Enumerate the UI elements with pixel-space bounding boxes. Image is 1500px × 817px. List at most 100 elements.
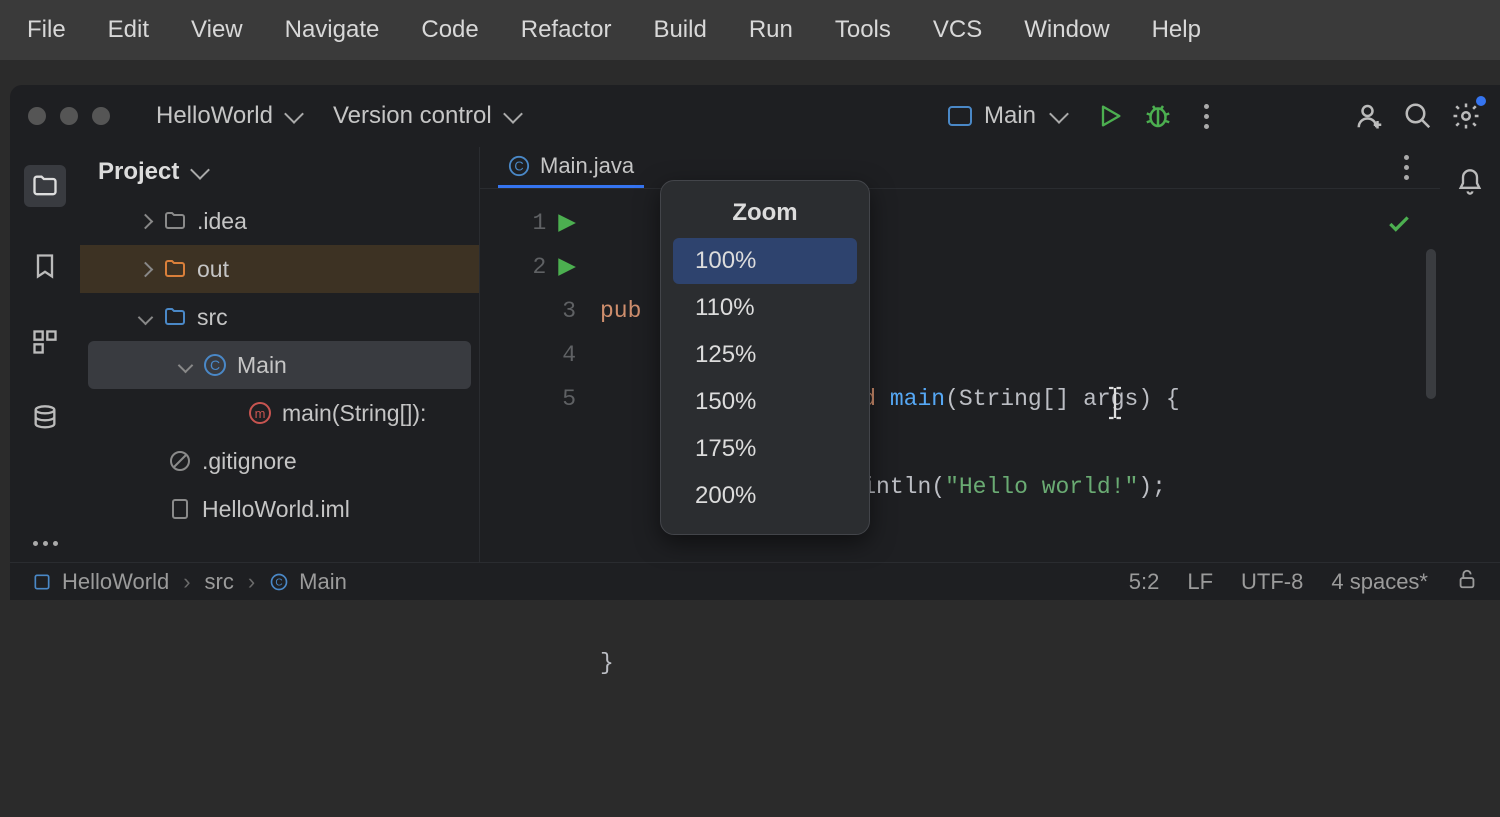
text-cursor-icon (940, 341, 1124, 481)
structure-tool-icon[interactable] (28, 325, 62, 359)
vcs-label: Version control (333, 102, 492, 130)
window-controls[interactable] (28, 107, 110, 125)
caret-position[interactable]: 5:2 (1129, 569, 1160, 595)
tree-row-gitignore[interactable]: .gitignore (80, 437, 479, 485)
zoom-popup: Zoom 100% 110% 125% 150% 175% 200% (660, 180, 870, 535)
lock-icon[interactable] (1456, 568, 1478, 596)
chevron-down-icon (503, 104, 523, 124)
tree-row-idea[interactable]: .idea (80, 197, 479, 245)
scrollbar-thumb[interactable] (1426, 249, 1436, 399)
line-number: 2 (532, 245, 546, 289)
analysis-ok-icon[interactable] (1386, 211, 1412, 244)
class-icon: C (269, 572, 289, 592)
editor-body[interactable]: 1▶ 2▶ 3 4 5 pub n { c void main(String[]… (480, 189, 1440, 817)
editor-tabstrip: C Main.java (480, 147, 1440, 189)
tree-row-src[interactable]: src (80, 293, 479, 341)
zoom-option-100[interactable]: 100% (673, 238, 857, 284)
menu-refactor[interactable]: Refactor (500, 8, 633, 52)
run-gutter-icon[interactable]: ▶ (558, 245, 576, 289)
run-gutter-icon[interactable]: ▶ (558, 201, 576, 245)
menubar: File Edit View Navigate Code Refactor Bu… (0, 0, 1500, 60)
project-panel-header[interactable]: Project (80, 147, 479, 197)
tree-row-mainmethod[interactable]: m main(String[]): (80, 389, 479, 437)
folder-icon (163, 209, 187, 233)
tab-title: Main.java (540, 153, 634, 179)
line-number: 5 (562, 377, 576, 421)
chevron-down-icon (284, 104, 304, 124)
line-number: 3 (562, 289, 576, 333)
right-tool-rail (1440, 147, 1500, 562)
zoom-option-200[interactable]: 200% (673, 473, 857, 519)
tree-label: main(String[]): (282, 400, 426, 427)
crumb-dir: src (205, 569, 234, 595)
zoom-option-175[interactable]: 175% (673, 426, 857, 472)
svg-text:C: C (210, 357, 220, 373)
tree-row-out[interactable]: out (80, 245, 479, 293)
indent-setting[interactable]: 4 spaces* (1331, 569, 1428, 595)
zoom-option-110[interactable]: 110% (673, 285, 857, 331)
menu-build[interactable]: Build (632, 8, 727, 52)
debug-button[interactable] (1142, 100, 1174, 132)
project-tool-icon[interactable] (24, 165, 66, 207)
tab-more-icon[interactable] (1390, 152, 1422, 184)
run-config-selector[interactable]: Main (936, 96, 1078, 136)
menu-help[interactable]: Help (1131, 8, 1222, 52)
menu-tools[interactable]: Tools (814, 8, 912, 52)
ide-window: HelloWorld Version control Main (10, 85, 1500, 600)
tree-row-iml[interactable]: HelloWorld.iml (80, 485, 479, 533)
settings-icon[interactable] (1450, 100, 1482, 132)
crumb-file: Main (299, 569, 347, 595)
chevron-down-icon (1049, 104, 1069, 124)
class-icon: C (508, 155, 530, 177)
menu-vcs[interactable]: VCS (912, 8, 1003, 52)
menu-view[interactable]: View (170, 8, 264, 52)
chevron-right-icon (138, 213, 154, 229)
menu-window[interactable]: Window (1003, 8, 1130, 52)
chevron-down-icon (190, 160, 210, 180)
line-ending[interactable]: LF (1187, 569, 1213, 595)
svg-text:C: C (276, 577, 283, 588)
editor-area: C Main.java 1▶ 2▶ 3 4 5 pub n { (480, 147, 1440, 562)
tree-row-main[interactable]: C Main (88, 341, 471, 389)
project-panel: Project .idea out src (80, 147, 480, 562)
notifications-icon[interactable] (1453, 165, 1487, 199)
close-light[interactable] (28, 107, 46, 125)
min-light[interactable] (60, 107, 78, 125)
project-selector[interactable]: HelloWorld (148, 96, 309, 136)
vcs-selector[interactable]: Version control (325, 96, 528, 136)
method-icon: m (248, 401, 272, 425)
search-icon[interactable] (1402, 100, 1434, 132)
zoom-option-150[interactable]: 150% (673, 379, 857, 425)
more-actions-button[interactable] (1190, 100, 1222, 132)
gutter: 1▶ 2▶ 3 4 5 (480, 189, 590, 817)
tree-label: src (197, 304, 228, 331)
max-light[interactable] (92, 107, 110, 125)
breadcrumb[interactable]: HelloWorld › src › C Main (32, 569, 347, 595)
zoom-option-125[interactable]: 125% (673, 332, 857, 378)
code-token: } (600, 641, 1440, 685)
crumb-root: HelloWorld (62, 569, 169, 595)
add-user-icon[interactable] (1354, 100, 1386, 132)
tree-label: .idea (197, 208, 247, 235)
run-button[interactable] (1094, 100, 1126, 132)
menu-navigate[interactable]: Navigate (264, 8, 401, 52)
bookmarks-tool-icon[interactable] (28, 249, 62, 283)
tree-label: .gitignore (202, 448, 297, 475)
editor-tab-main[interactable]: C Main.java (498, 147, 644, 188)
chevron-right-icon: › (179, 569, 194, 595)
database-tool-icon[interactable] (28, 401, 62, 435)
module-icon (32, 572, 52, 592)
menu-edit[interactable]: Edit (87, 8, 170, 52)
menu-run[interactable]: Run (728, 8, 814, 52)
code-token: main (890, 386, 945, 412)
rail-more-icon[interactable] (33, 541, 58, 546)
line-number: 1 (532, 201, 546, 245)
menu-file[interactable]: File (6, 8, 87, 52)
project-name: HelloWorld (156, 102, 273, 130)
encoding[interactable]: UTF-8 (1241, 569, 1303, 595)
statusbar: HelloWorld › src › C Main 5:2 LF UTF-8 4… (10, 562, 1500, 600)
left-tool-rail (10, 147, 80, 562)
code-token (876, 386, 890, 412)
code-token: pub (600, 298, 641, 324)
menu-code[interactable]: Code (400, 8, 499, 52)
